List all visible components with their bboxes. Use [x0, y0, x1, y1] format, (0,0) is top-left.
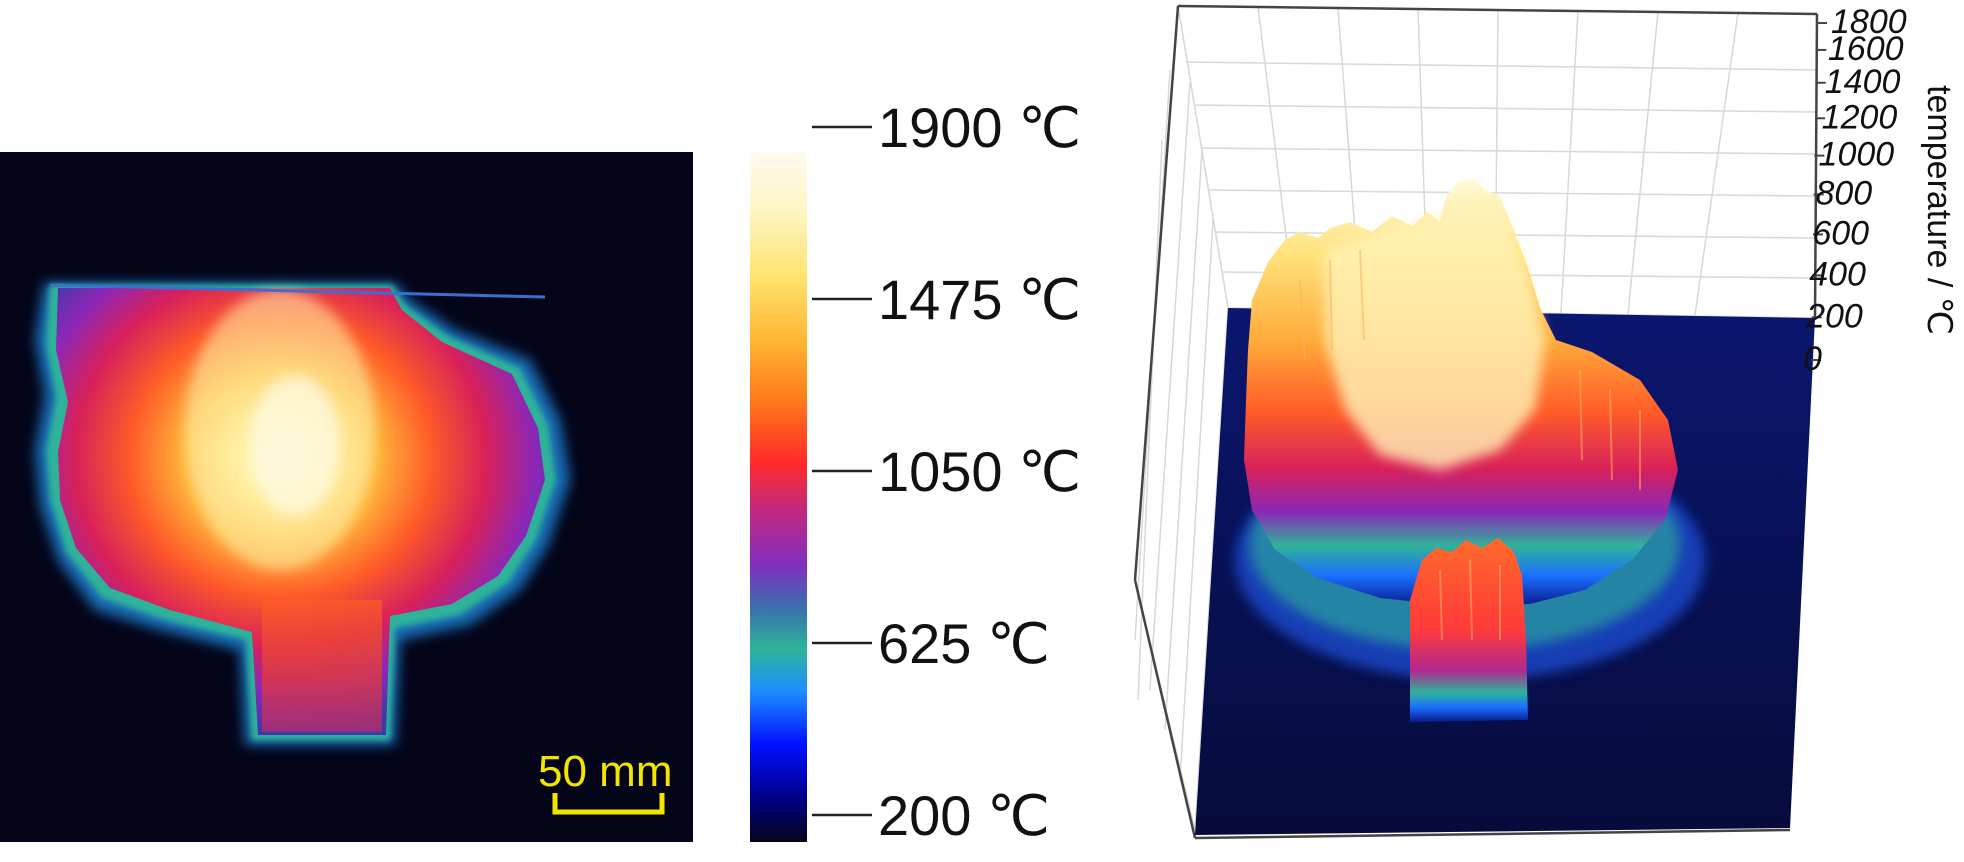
surface-axis-frame — [1133, 4, 1819, 840]
z-axis-tick-label: 1200 — [1822, 98, 1898, 136]
z-axis-tick-label: 1800 — [1831, 3, 1907, 41]
z-axis-tick-label: 1400 — [1825, 63, 1901, 101]
flame-top-edge — [49, 283, 546, 299]
colorbar-ticks: 1900 ℃ 1475 ℃ 1050 ℃ 625 ℃ 200 ℃ — [812, 96, 1081, 847]
flame-stem — [262, 600, 382, 732]
colorbar-gradient — [750, 152, 807, 842]
surface-hot-region — [1325, 188, 1545, 470]
surface-spikes — [1299, 249, 1641, 641]
colorbar-tick-label: 1900 ℃ — [878, 96, 1081, 159]
flame-hot-center — [250, 375, 340, 515]
z-axis-tick-label: 400 — [1809, 255, 1866, 293]
z-axis-tick-label: 600 — [1812, 214, 1869, 252]
colorbar: 1900 ℃ 1475 ℃ 1050 ℃ 625 ℃ 200 ℃ — [750, 96, 1081, 847]
scale-bar-line — [552, 793, 665, 815]
scale-bar-label: 50 mm — [538, 747, 672, 796]
z-axis-tick-label: 1000 — [1819, 136, 1895, 174]
z-axis-title: temperature / ℃ — [1920, 85, 1958, 335]
z-axis-tick-label: 800 — [1815, 174, 1872, 212]
colorbar-tick-label: 1475 ℃ — [878, 268, 1081, 331]
z-axis-tick-label: 1600 — [1828, 30, 1904, 68]
colorbar-tick-label: 1050 ℃ — [878, 440, 1081, 503]
z-axis-tick-label: 200 — [1805, 297, 1863, 335]
scale-bar: 50 mm — [538, 747, 672, 815]
colorbar-tick-label: 200 ℃ — [878, 784, 1050, 847]
surface-side-wall — [1134, 5, 1229, 831]
thermal-image-panel: 50 mm — [0, 152, 693, 842]
colorbar-tick-label: 625 ℃ — [878, 612, 1050, 675]
z-axis-tick-label: 0 — [1803, 340, 1822, 378]
surface-stem — [1410, 538, 1528, 722]
